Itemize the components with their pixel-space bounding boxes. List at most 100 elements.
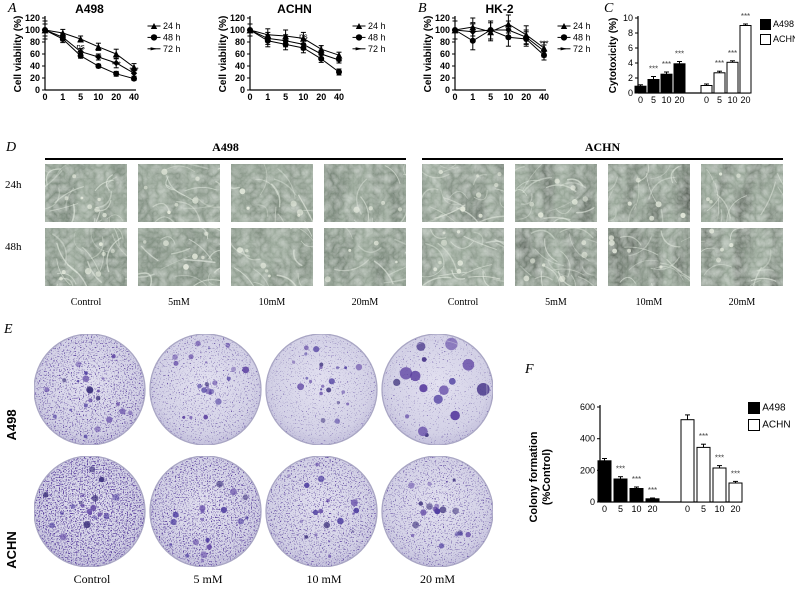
svg-text:400: 400	[580, 434, 595, 444]
svg-text:5: 5	[488, 92, 493, 102]
svg-text:100: 100	[435, 25, 450, 35]
svg-text:5: 5	[78, 92, 83, 102]
svg-text:0: 0	[638, 95, 643, 105]
svg-text:**: **	[336, 58, 342, 67]
svg-text:72 h: 72 h	[573, 44, 591, 54]
svg-text:24 h: 24 h	[368, 21, 386, 31]
svg-text:0: 0	[452, 92, 457, 102]
svg-text:48 h: 48 h	[573, 32, 591, 42]
svg-text:20: 20	[730, 504, 740, 514]
svg-text:40: 40	[334, 92, 344, 102]
svg-text:8: 8	[628, 28, 633, 38]
svg-text:1: 1	[265, 92, 270, 102]
svg-text:20: 20	[647, 504, 657, 514]
svg-text:***: ***	[662, 60, 671, 69]
svg-text:Cell viability (%): Cell viability (%)	[218, 16, 229, 93]
svg-text:***: ***	[675, 50, 684, 59]
svg-text:5: 5	[283, 92, 288, 102]
svg-text:24 h: 24 h	[573, 21, 591, 31]
svg-text:0: 0	[240, 85, 245, 95]
svg-text:72 h: 72 h	[368, 44, 386, 54]
svg-text:0: 0	[628, 88, 633, 98]
svg-text:0: 0	[590, 497, 595, 507]
svg-text:Cytotoxicity (%): Cytotoxicity (%)	[608, 18, 619, 94]
svg-text:***: ***	[649, 65, 658, 74]
svg-text:***: ***	[112, 60, 121, 69]
svg-text:***: ***	[715, 454, 724, 463]
svg-text:0: 0	[602, 504, 607, 514]
svg-text:6: 6	[628, 43, 633, 53]
svg-text:600: 600	[580, 402, 595, 412]
svg-text:0: 0	[685, 504, 690, 514]
svg-text:***: ***	[616, 465, 625, 474]
svg-text:1: 1	[60, 92, 65, 102]
svg-text:120: 120	[230, 13, 245, 23]
svg-text:***: ***	[715, 59, 724, 68]
svg-text:Cell viability (%): Cell viability (%)	[13, 16, 24, 93]
svg-text:40: 40	[129, 92, 139, 102]
svg-text:5: 5	[618, 504, 623, 514]
svg-text:0: 0	[42, 92, 47, 102]
svg-text:4: 4	[628, 58, 633, 68]
svg-text:ACHN: ACHN	[4, 531, 19, 569]
svg-text:80: 80	[30, 37, 40, 47]
svg-text:10: 10	[631, 504, 641, 514]
svg-text:***: ***	[731, 469, 740, 478]
svg-text:A498: A498	[4, 409, 19, 440]
svg-text:**: **	[470, 21, 476, 30]
svg-text:(%Control): (%Control)	[541, 449, 553, 506]
svg-text:100: 100	[25, 25, 40, 35]
svg-text:10: 10	[93, 92, 103, 102]
svg-text:20: 20	[316, 92, 326, 102]
svg-text:0: 0	[35, 85, 40, 95]
svg-text:***: ***	[699, 432, 708, 441]
svg-text:***: ***	[539, 39, 548, 48]
svg-text:200: 200	[580, 465, 595, 475]
svg-text:48 h: 48 h	[368, 32, 386, 42]
svg-text:40: 40	[30, 61, 40, 71]
svg-text:120: 120	[435, 13, 450, 23]
svg-text:60: 60	[440, 49, 450, 59]
svg-text:20: 20	[235, 73, 245, 83]
svg-text:80: 80	[235, 37, 245, 47]
svg-text:***: ***	[129, 66, 138, 75]
svg-text:20: 20	[740, 95, 750, 105]
svg-text:120: 120	[25, 13, 40, 23]
svg-text:20: 20	[30, 73, 40, 83]
svg-text:*: *	[320, 44, 323, 53]
svg-text:60: 60	[235, 49, 245, 59]
svg-text:**: **	[95, 53, 101, 62]
svg-text:2: 2	[628, 73, 633, 83]
svg-text:72 h: 72 h	[163, 44, 181, 54]
svg-text:HK-2: HK-2	[485, 3, 513, 16]
svg-text:1: 1	[470, 92, 475, 102]
svg-text:5: 5	[651, 95, 656, 105]
svg-text:***: ***	[632, 475, 641, 484]
svg-text:5: 5	[701, 504, 706, 514]
svg-text:0: 0	[704, 95, 709, 105]
svg-text:***: ***	[728, 49, 737, 58]
svg-text:Colony formation: Colony formation	[528, 431, 540, 522]
svg-text:10: 10	[661, 95, 671, 105]
svg-text:***: ***	[741, 12, 750, 21]
svg-text:20: 20	[674, 95, 684, 105]
svg-text:40: 40	[440, 61, 450, 71]
svg-text:100: 100	[230, 25, 245, 35]
svg-text:20: 20	[111, 92, 121, 102]
svg-text:0: 0	[247, 92, 252, 102]
svg-text:20: 20	[440, 73, 450, 83]
svg-text:10: 10	[503, 92, 513, 102]
svg-text:24 h: 24 h	[163, 21, 181, 31]
svg-text:A498: A498	[75, 3, 104, 16]
svg-text:60: 60	[30, 49, 40, 59]
svg-text:0: 0	[445, 85, 450, 95]
svg-text:80: 80	[440, 37, 450, 47]
svg-text:10: 10	[714, 504, 724, 514]
svg-text:48 h: 48 h	[163, 32, 181, 42]
svg-text:ns: ns	[299, 32, 307, 41]
svg-text:Cell viability (%): Cell viability (%)	[423, 16, 434, 93]
svg-text:40: 40	[539, 92, 549, 102]
svg-text:ns: ns	[76, 42, 84, 51]
svg-text:10: 10	[298, 92, 308, 102]
svg-text:10: 10	[727, 95, 737, 105]
